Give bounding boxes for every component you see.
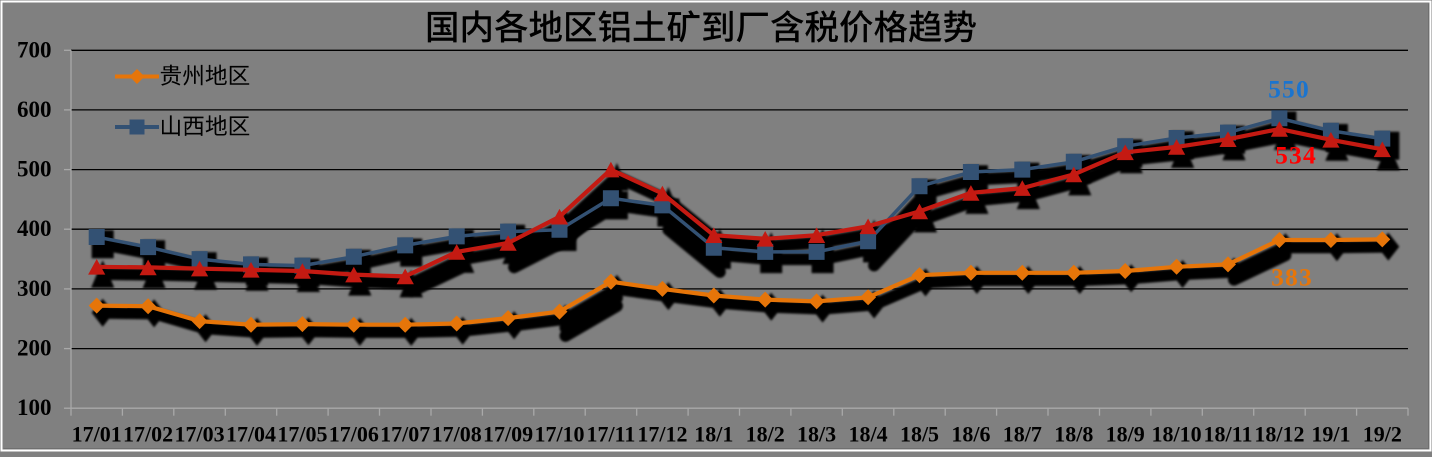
svg-text:600: 600 bbox=[17, 97, 52, 122]
svg-text:17/10: 17/10 bbox=[534, 422, 584, 447]
svg-text:18/10: 18/10 bbox=[1152, 422, 1202, 447]
svg-text:18/5: 18/5 bbox=[900, 422, 939, 447]
svg-text:18/4: 18/4 bbox=[849, 422, 888, 447]
svg-text:18/3: 18/3 bbox=[797, 422, 836, 447]
svg-text:400: 400 bbox=[17, 216, 52, 241]
svg-text:17/02: 17/02 bbox=[123, 422, 173, 447]
svg-text:700: 700 bbox=[17, 37, 52, 62]
svg-text:19/1: 19/1 bbox=[1311, 422, 1350, 447]
svg-text:17/07: 17/07 bbox=[380, 422, 430, 447]
svg-text:18/11: 18/11 bbox=[1204, 422, 1253, 447]
svg-text:18/7: 18/7 bbox=[1003, 422, 1042, 447]
svg-text:534: 534 bbox=[1275, 141, 1317, 170]
svg-text:17/08: 17/08 bbox=[432, 422, 482, 447]
svg-text:200: 200 bbox=[17, 336, 52, 361]
svg-text:17/09: 17/09 bbox=[483, 422, 533, 447]
svg-text:18/2: 18/2 bbox=[746, 422, 785, 447]
svg-text:17/05: 17/05 bbox=[277, 422, 327, 447]
svg-text:17/11: 17/11 bbox=[586, 422, 635, 447]
svg-text:19/2: 19/2 bbox=[1363, 422, 1402, 447]
svg-text:17/03: 17/03 bbox=[175, 422, 225, 447]
svg-text:17/06: 17/06 bbox=[329, 422, 379, 447]
svg-text:550: 550 bbox=[1268, 75, 1310, 104]
svg-text:18/8: 18/8 bbox=[1054, 422, 1093, 447]
svg-text:500: 500 bbox=[17, 157, 52, 182]
svg-text:18/12: 18/12 bbox=[1254, 422, 1304, 447]
svg-text:17/12: 17/12 bbox=[637, 422, 687, 447]
svg-text:18/1: 18/1 bbox=[694, 422, 733, 447]
svg-text:18/6: 18/6 bbox=[951, 422, 990, 447]
svg-text:17/01: 17/01 bbox=[72, 422, 122, 447]
svg-text:300: 300 bbox=[17, 276, 52, 301]
svg-text:383: 383 bbox=[1271, 263, 1313, 292]
svg-text:18/9: 18/9 bbox=[1106, 422, 1145, 447]
svg-text:100: 100 bbox=[17, 395, 52, 420]
svg-text:17/04: 17/04 bbox=[226, 422, 276, 447]
